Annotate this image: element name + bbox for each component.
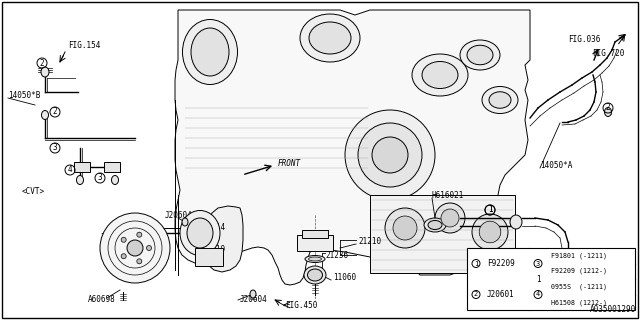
Circle shape <box>121 237 126 242</box>
Ellipse shape <box>510 215 522 229</box>
Circle shape <box>372 137 408 173</box>
Ellipse shape <box>424 218 446 232</box>
Circle shape <box>147 245 152 251</box>
Text: J20604: J20604 <box>165 211 193 220</box>
Ellipse shape <box>422 61 458 89</box>
Ellipse shape <box>489 92 511 108</box>
Ellipse shape <box>308 257 321 261</box>
Text: FIG.720: FIG.720 <box>592 49 625 58</box>
Circle shape <box>100 213 170 283</box>
Text: 2: 2 <box>52 108 58 116</box>
Text: 3: 3 <box>536 260 540 267</box>
Ellipse shape <box>460 40 500 70</box>
Ellipse shape <box>180 211 220 255</box>
Text: F92209: F92209 <box>487 259 515 268</box>
Bar <box>302 230 328 238</box>
Bar <box>74 162 90 172</box>
Text: 14050*A: 14050*A <box>540 161 572 170</box>
Text: <CVT>: <CVT> <box>22 188 45 196</box>
Text: J20601: J20601 <box>487 290 515 299</box>
Ellipse shape <box>428 220 442 229</box>
Ellipse shape <box>300 14 360 62</box>
Text: F91801 (-1211): F91801 (-1211) <box>551 252 607 259</box>
Ellipse shape <box>182 218 188 226</box>
Ellipse shape <box>605 108 611 116</box>
Circle shape <box>358 123 422 187</box>
Circle shape <box>127 240 143 256</box>
Text: 21110: 21110 <box>202 245 225 254</box>
Text: 21210: 21210 <box>358 237 381 246</box>
Ellipse shape <box>250 290 256 298</box>
Ellipse shape <box>412 54 468 96</box>
Text: 1: 1 <box>488 205 492 214</box>
Ellipse shape <box>307 269 323 281</box>
Text: 4: 4 <box>68 165 72 174</box>
Circle shape <box>137 259 142 264</box>
Ellipse shape <box>77 175 83 185</box>
Bar <box>370 195 515 273</box>
Ellipse shape <box>187 218 213 248</box>
Ellipse shape <box>41 67 49 77</box>
Text: 11060: 11060 <box>333 274 356 283</box>
Bar <box>297 235 333 251</box>
Ellipse shape <box>111 175 118 185</box>
Text: 2: 2 <box>40 59 44 68</box>
Text: FRONT: FRONT <box>278 159 301 169</box>
Text: A60698: A60698 <box>88 295 116 305</box>
Text: FIG.154: FIG.154 <box>68 42 100 51</box>
Bar <box>195 248 223 266</box>
Bar <box>467 248 635 310</box>
Ellipse shape <box>309 22 351 54</box>
Polygon shape <box>175 10 530 285</box>
Ellipse shape <box>467 45 493 65</box>
Text: 14050*B: 14050*B <box>8 91 40 100</box>
Ellipse shape <box>305 255 325 262</box>
Polygon shape <box>203 206 243 272</box>
Bar <box>104 162 120 172</box>
Text: 2: 2 <box>474 292 478 298</box>
Circle shape <box>345 110 435 200</box>
Circle shape <box>121 254 126 259</box>
Circle shape <box>441 209 459 227</box>
Text: 2: 2 <box>605 103 611 113</box>
Circle shape <box>479 221 501 243</box>
Text: 1: 1 <box>536 276 540 284</box>
Ellipse shape <box>304 266 326 284</box>
Ellipse shape <box>554 276 561 284</box>
Text: 1: 1 <box>474 260 478 267</box>
Ellipse shape <box>182 20 237 84</box>
Circle shape <box>385 208 425 248</box>
Text: J20604: J20604 <box>240 295 268 305</box>
Circle shape <box>393 216 417 240</box>
Text: FIG.450: FIG.450 <box>285 300 317 309</box>
Circle shape <box>435 203 465 233</box>
Circle shape <box>472 214 508 250</box>
Text: H61508 (1212-): H61508 (1212-) <box>551 299 607 306</box>
Circle shape <box>137 232 142 237</box>
Text: F92209 (1212-): F92209 (1212-) <box>551 268 607 275</box>
Ellipse shape <box>191 28 229 76</box>
Text: A035001290: A035001290 <box>589 305 636 314</box>
Text: 4: 4 <box>536 292 540 298</box>
Text: 1: 1 <box>488 205 492 214</box>
Text: 21114: 21114 <box>202 223 225 233</box>
Text: 21151: 21151 <box>100 234 123 243</box>
Text: 3: 3 <box>98 173 102 182</box>
Ellipse shape <box>42 110 49 119</box>
Text: 3: 3 <box>52 143 58 153</box>
Text: 0955S  (-1211): 0955S (-1211) <box>551 284 607 290</box>
Text: FIG.036: FIG.036 <box>568 36 600 44</box>
Ellipse shape <box>482 86 518 114</box>
Text: H616021: H616021 <box>432 190 465 199</box>
Text: 21236: 21236 <box>325 251 348 260</box>
